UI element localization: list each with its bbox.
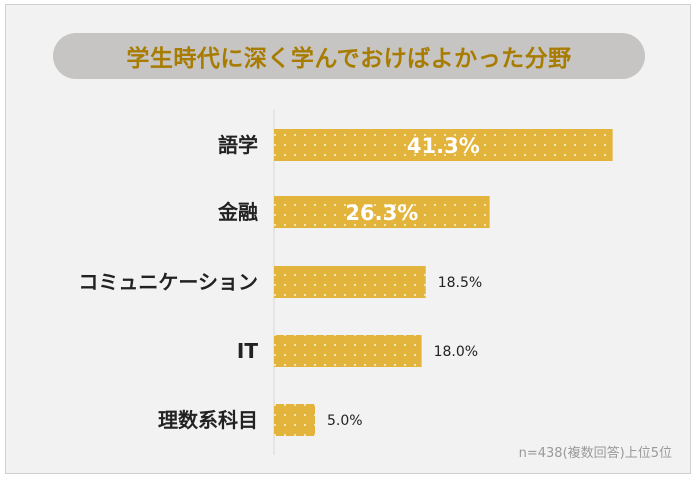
chart-frame bbox=[5, 4, 691, 474]
bar-0 bbox=[274, 129, 613, 161]
category-label-2: コミュニケーション bbox=[78, 270, 258, 294]
sample-note: n=438(複数回答)上位5位 bbox=[518, 446, 672, 461]
bar-2 bbox=[274, 266, 426, 298]
value-label-0: 41.3% bbox=[407, 134, 480, 158]
value-label-4: 5.0% bbox=[327, 413, 363, 429]
chart-title: 学生時代に深く学んでおけばよかった分野 bbox=[126, 46, 572, 72]
value-label-1: 26.3% bbox=[345, 201, 418, 225]
category-label-3: IT bbox=[237, 339, 258, 363]
bar-4 bbox=[274, 404, 315, 436]
value-label-3: 18.0% bbox=[434, 344, 478, 360]
value-label-2: 18.5% bbox=[438, 275, 482, 291]
category-label-0: 語学 bbox=[218, 133, 258, 157]
bar-1 bbox=[274, 196, 490, 228]
chart-title-pill: 学生時代に深く学んでおけばよかった分野 bbox=[53, 33, 645, 79]
bar-3 bbox=[274, 335, 422, 367]
category-label-4: 理数系科目 bbox=[158, 408, 258, 432]
category-label-1: 金融 bbox=[217, 200, 258, 224]
